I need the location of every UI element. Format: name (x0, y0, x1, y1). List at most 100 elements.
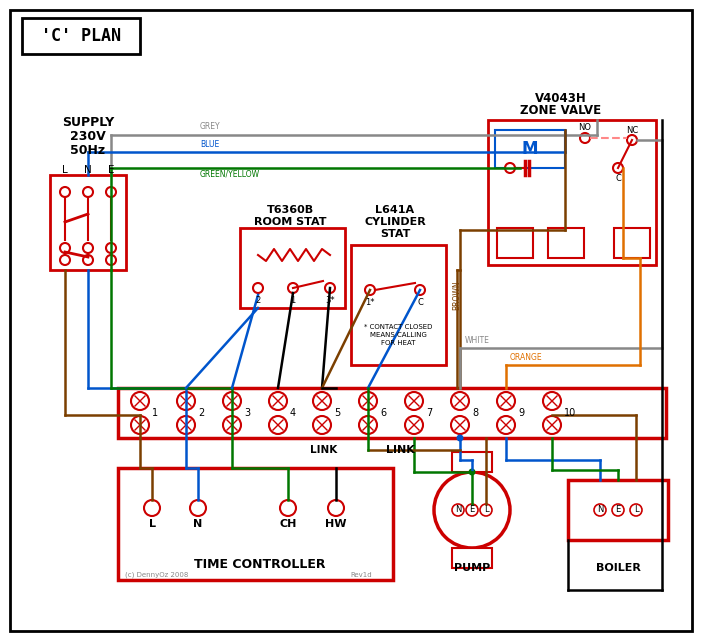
Text: LINK: LINK (385, 445, 414, 455)
FancyBboxPatch shape (452, 548, 492, 568)
Text: L: L (484, 506, 489, 515)
Circle shape (177, 416, 195, 434)
Circle shape (497, 416, 515, 434)
FancyBboxPatch shape (118, 388, 666, 438)
Text: L641A: L641A (376, 205, 415, 215)
Circle shape (280, 500, 296, 516)
Circle shape (83, 187, 93, 197)
Circle shape (190, 500, 206, 516)
Text: ORANGE: ORANGE (510, 353, 543, 362)
Circle shape (359, 392, 377, 410)
Text: L: L (149, 519, 156, 529)
Text: 8: 8 (472, 408, 478, 418)
Text: C: C (615, 174, 621, 183)
Circle shape (313, 392, 331, 410)
Text: 7: 7 (426, 408, 432, 418)
FancyBboxPatch shape (568, 480, 668, 540)
Circle shape (594, 504, 606, 516)
Text: N: N (455, 506, 461, 515)
Circle shape (405, 416, 423, 434)
Text: 'C' PLAN: 'C' PLAN (41, 27, 121, 45)
Circle shape (468, 469, 475, 476)
Text: BROWN: BROWN (453, 280, 461, 310)
Text: E: E (616, 506, 621, 515)
Circle shape (328, 500, 344, 516)
Text: BOILER: BOILER (595, 563, 640, 573)
Text: WHITE: WHITE (465, 336, 490, 345)
Circle shape (313, 416, 331, 434)
Circle shape (106, 255, 116, 265)
Circle shape (253, 283, 263, 293)
Text: 1: 1 (291, 296, 296, 304)
Circle shape (269, 416, 287, 434)
Text: BLUE: BLUE (200, 140, 219, 149)
FancyBboxPatch shape (10, 10, 692, 631)
Text: * CONTACT CLOSED
MEANS CALLING
FOR HEAT: * CONTACT CLOSED MEANS CALLING FOR HEAT (364, 324, 432, 346)
Text: 50Hz: 50Hz (70, 144, 105, 156)
Text: (c) DennyOz 2008: (c) DennyOz 2008 (125, 572, 188, 578)
FancyBboxPatch shape (118, 468, 393, 580)
FancyBboxPatch shape (488, 120, 656, 265)
Circle shape (613, 163, 623, 173)
Text: 9: 9 (518, 408, 524, 418)
Circle shape (106, 187, 116, 197)
Text: M: M (522, 140, 538, 158)
Text: 4: 4 (290, 408, 296, 418)
FancyBboxPatch shape (50, 175, 126, 270)
Circle shape (415, 285, 425, 295)
Circle shape (60, 243, 70, 253)
Text: 5: 5 (334, 408, 340, 418)
Text: L: L (634, 506, 638, 515)
Circle shape (365, 285, 375, 295)
Text: NO: NO (578, 122, 592, 131)
Text: 10: 10 (564, 408, 576, 418)
FancyBboxPatch shape (614, 228, 650, 258)
Circle shape (466, 504, 478, 516)
Text: C: C (417, 297, 423, 306)
FancyBboxPatch shape (495, 130, 565, 168)
FancyBboxPatch shape (22, 18, 140, 54)
Circle shape (177, 392, 195, 410)
Circle shape (434, 472, 510, 548)
Text: PUMP: PUMP (454, 563, 490, 573)
Text: 3: 3 (244, 408, 250, 418)
Circle shape (456, 435, 463, 442)
Circle shape (325, 283, 335, 293)
Text: ZONE VALVE: ZONE VALVE (520, 103, 602, 117)
Circle shape (106, 243, 116, 253)
Circle shape (83, 255, 93, 265)
Circle shape (497, 392, 515, 410)
Circle shape (451, 416, 469, 434)
Text: HW: HW (325, 519, 347, 529)
Text: 1: 1 (152, 408, 158, 418)
Circle shape (451, 392, 469, 410)
Text: SUPPLY: SUPPLY (62, 115, 114, 128)
FancyBboxPatch shape (452, 452, 492, 472)
Circle shape (269, 392, 287, 410)
Circle shape (480, 504, 492, 516)
Text: GREEN/YELLOW: GREEN/YELLOW (200, 169, 260, 178)
Text: E: E (470, 506, 475, 515)
Text: LINK: LINK (310, 445, 337, 455)
Text: ROOM STAT: ROOM STAT (253, 217, 326, 227)
Text: CH: CH (279, 519, 297, 529)
Text: Rev1d: Rev1d (350, 572, 371, 578)
Circle shape (505, 163, 515, 173)
Text: N: N (193, 519, 203, 529)
Text: 2: 2 (198, 408, 204, 418)
Circle shape (543, 392, 561, 410)
Circle shape (131, 416, 149, 434)
Text: GREY: GREY (200, 122, 220, 131)
Text: L: L (62, 165, 68, 175)
Text: NC: NC (626, 126, 638, 135)
FancyBboxPatch shape (240, 228, 345, 308)
FancyBboxPatch shape (548, 228, 584, 258)
Text: STAT: STAT (380, 229, 410, 239)
Text: 2: 2 (256, 296, 260, 304)
Text: TIME CONTROLLER: TIME CONTROLLER (194, 558, 326, 570)
Text: T6360B: T6360B (267, 205, 314, 215)
Circle shape (405, 392, 423, 410)
Circle shape (60, 255, 70, 265)
FancyBboxPatch shape (497, 228, 533, 258)
Circle shape (144, 500, 160, 516)
